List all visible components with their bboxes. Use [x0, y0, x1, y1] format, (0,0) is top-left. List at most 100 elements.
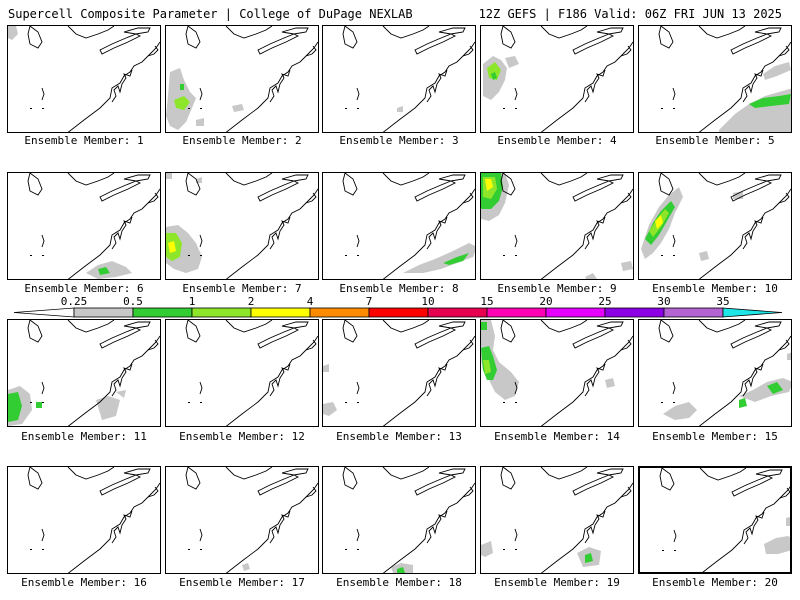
member-label: Ensemble Member: 1: [24, 134, 144, 147]
lake-outline: [281, 321, 309, 329]
coastline: [742, 83, 754, 103]
colorbar-segment: [604, 307, 665, 318]
lake-outline: [27, 173, 43, 196]
scp-shading: [786, 517, 790, 526]
coastline: [462, 339, 474, 351]
member-map: [8, 320, 160, 426]
coastline: [41, 234, 45, 248]
coastline: [356, 87, 360, 101]
scp-shading: [763, 62, 791, 80]
colorbar-segment: [722, 307, 783, 318]
member-label: Ensemble Member: 17: [179, 576, 305, 589]
lake-outline: [658, 320, 674, 343]
island-mark: [674, 550, 676, 551]
ensemble-panel[interactable]: [7, 466, 161, 574]
coastline: [698, 173, 746, 186]
ensemble-panel[interactable]: [322, 319, 476, 427]
ensemble-panel[interactable]: [322, 466, 476, 574]
member-label: Ensemble Member: 9: [497, 282, 617, 295]
scp-shading: [8, 26, 18, 40]
ensemble-panel[interactable]: [638, 319, 792, 427]
lake-outline: [414, 33, 457, 55]
ensemble-panel[interactable]: [480, 172, 634, 280]
scp-shading: [116, 390, 126, 398]
scp-shading: [323, 402, 337, 416]
island-mark: [30, 108, 32, 109]
colorbar-tick-label: 35: [716, 295, 729, 308]
coastline: [436, 363, 448, 379]
coastline: [540, 467, 588, 480]
coastline: [672, 381, 676, 395]
ensemble-panel[interactable]: [7, 172, 161, 280]
member-label: Ensemble Member: 7: [182, 282, 302, 295]
member-label: Ensemble Member: 3: [339, 134, 459, 147]
coastline: [147, 45, 159, 57]
coastline: [540, 26, 588, 39]
coastline: [778, 45, 790, 57]
island-mark: [30, 255, 32, 256]
member-map: [483, 26, 633, 132]
scp-shading: [483, 360, 491, 374]
member-label: Ensemble Member: 6: [24, 282, 144, 295]
ensemble-panel[interactable]: [322, 25, 476, 133]
member-map: [658, 320, 791, 426]
colorbar-tick-label: 4: [307, 295, 314, 308]
ensemble-panel[interactable]: [165, 319, 319, 427]
coastline: [382, 467, 430, 480]
island-mark: [661, 402, 663, 403]
ensemble-panel[interactable]: [7, 319, 161, 427]
colorbar-tick-label: 2: [248, 295, 255, 308]
colorbar-tick-label: 0.25: [61, 295, 88, 308]
scp-shading: [487, 62, 501, 80]
scp-shading: [96, 396, 120, 420]
ensemble-panel[interactable]: [638, 172, 792, 280]
coastline: [699, 468, 747, 481]
ensemble-panel[interactable]: [7, 25, 161, 133]
member-label: Ensemble Member: 4: [497, 134, 617, 147]
coastline: [41, 381, 45, 395]
lake-outline: [185, 173, 201, 196]
coastline: [426, 83, 438, 103]
coastline: [742, 230, 754, 250]
lake-outline: [257, 180, 300, 202]
ensemble-panel[interactable]: [480, 319, 634, 427]
member-label: Ensemble Member: 12: [179, 430, 305, 443]
colorbar-tick-label: 25: [598, 295, 611, 308]
coastline: [702, 486, 790, 572]
coastline: [67, 173, 115, 186]
ensemble-panel[interactable]: [480, 466, 634, 574]
coastline: [67, 482, 160, 573]
lake-outline: [596, 174, 624, 182]
island-mark: [188, 549, 190, 550]
member-map: [481, 173, 633, 279]
colorbar-tick-label: 15: [480, 295, 493, 308]
coastline: [121, 69, 133, 85]
island-mark: [515, 108, 517, 109]
scp-shading: [98, 267, 110, 275]
ensemble-panel[interactable]: [480, 25, 634, 133]
ensemble-panel[interactable]: [165, 466, 319, 574]
scp-shading: [699, 251, 709, 261]
coastline: [356, 234, 360, 248]
ensemble-panel[interactable]: [165, 25, 319, 133]
island-mark: [503, 255, 505, 256]
ensemble-panel[interactable]: [638, 25, 792, 133]
island-mark: [515, 402, 517, 403]
lake-outline: [596, 321, 624, 329]
ensemble-panel[interactable]: [165, 172, 319, 280]
scp-shading: [787, 352, 791, 360]
lake-outline: [500, 467, 516, 490]
ensemble-panel[interactable]: [638, 466, 792, 574]
coastline: [514, 528, 518, 542]
scp-shading: [36, 402, 42, 408]
coastline: [269, 83, 281, 103]
coastline: [584, 230, 596, 250]
member-map: [166, 26, 318, 132]
lake-outline: [99, 33, 142, 55]
coastline: [540, 173, 588, 186]
ensemble-panel[interactable]: [322, 172, 476, 280]
coastline: [147, 339, 159, 351]
member-label: Ensemble Member: 16: [21, 576, 147, 589]
member-map: [659, 468, 790, 572]
coastline: [426, 377, 438, 397]
